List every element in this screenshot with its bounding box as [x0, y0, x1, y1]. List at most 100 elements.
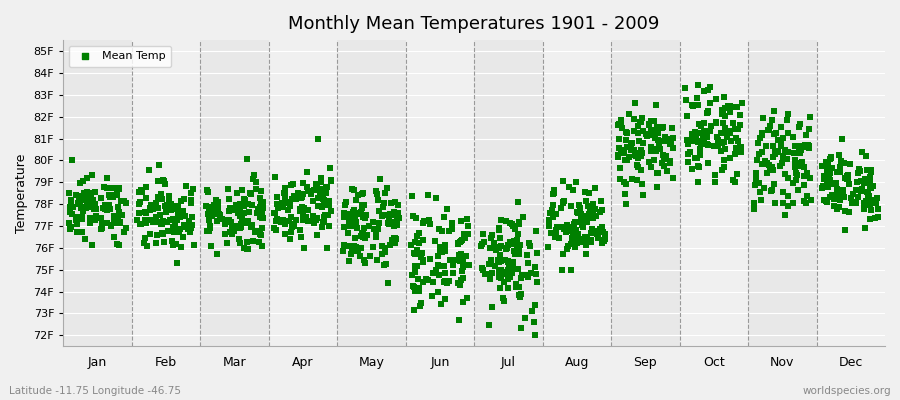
Point: [353, 252, 367, 259]
Point: [365, 244, 380, 250]
Point: [418, 276, 433, 282]
Point: [239, 246, 254, 252]
Point: [723, 103, 737, 110]
Point: [580, 219, 595, 226]
Point: [254, 198, 268, 205]
Point: [820, 176, 834, 182]
Point: [368, 229, 382, 236]
Point: [823, 169, 837, 176]
Point: [390, 217, 404, 223]
Point: [814, 185, 829, 192]
Point: [685, 130, 699, 137]
Bar: [543, 40, 611, 346]
Point: [158, 203, 172, 209]
Point: [245, 202, 259, 208]
Point: [525, 308, 539, 314]
Point: [291, 194, 305, 200]
Point: [828, 180, 842, 186]
Point: [100, 202, 114, 209]
Point: [715, 140, 729, 147]
Point: [346, 219, 361, 225]
Point: [415, 250, 429, 256]
Point: [382, 217, 397, 223]
Point: [208, 202, 222, 208]
Point: [833, 188, 848, 194]
Point: [860, 166, 874, 173]
Point: [832, 152, 846, 158]
Point: [159, 206, 174, 212]
Point: [776, 152, 790, 159]
Point: [820, 199, 834, 205]
Point: [823, 177, 837, 183]
Point: [214, 216, 229, 222]
Point: [573, 205, 588, 211]
Point: [859, 198, 873, 204]
Point: [163, 216, 177, 223]
Point: [276, 218, 291, 224]
Point: [858, 176, 872, 182]
Point: [858, 225, 872, 232]
Point: [616, 179, 631, 185]
Point: [729, 135, 743, 142]
Point: [689, 130, 704, 137]
Point: [319, 190, 333, 196]
Point: [271, 205, 285, 212]
Point: [700, 160, 715, 166]
Point: [378, 247, 392, 253]
Point: [622, 154, 636, 160]
Point: [234, 224, 248, 230]
Point: [267, 210, 282, 216]
Point: [688, 131, 702, 138]
Point: [644, 164, 659, 170]
Point: [548, 210, 562, 217]
Point: [793, 150, 807, 156]
Point: [83, 220, 97, 226]
Point: [132, 210, 147, 216]
Point: [204, 204, 219, 210]
Point: [521, 240, 535, 246]
Point: [68, 217, 83, 223]
Point: [298, 216, 312, 222]
Point: [852, 166, 867, 172]
Point: [286, 223, 301, 229]
Point: [168, 206, 183, 212]
Point: [512, 284, 526, 290]
Point: [491, 225, 506, 231]
Point: [681, 140, 696, 147]
Point: [766, 142, 780, 149]
Point: [202, 216, 217, 223]
Point: [297, 205, 311, 211]
Point: [821, 160, 835, 166]
Point: [253, 195, 267, 202]
Point: [483, 259, 498, 266]
Bar: [200, 40, 269, 346]
Bar: [338, 40, 406, 346]
Point: [717, 146, 732, 152]
Point: [350, 248, 365, 254]
Point: [821, 178, 835, 184]
Point: [307, 220, 321, 226]
Point: [697, 88, 711, 94]
Point: [590, 234, 605, 240]
Point: [104, 223, 118, 230]
Point: [691, 82, 706, 88]
Point: [319, 202, 333, 208]
Point: [428, 238, 443, 244]
Point: [723, 130, 737, 136]
Point: [318, 212, 332, 218]
Point: [642, 121, 656, 127]
Point: [292, 227, 307, 234]
Point: [582, 190, 597, 196]
Point: [484, 256, 499, 263]
Point: [311, 135, 326, 142]
Point: [96, 205, 111, 212]
Point: [238, 197, 252, 203]
Point: [317, 214, 331, 220]
Point: [225, 222, 239, 229]
Point: [482, 322, 496, 328]
Point: [88, 216, 103, 223]
Point: [138, 208, 152, 215]
Point: [633, 119, 647, 125]
Point: [573, 210, 588, 217]
Bar: [131, 40, 200, 346]
